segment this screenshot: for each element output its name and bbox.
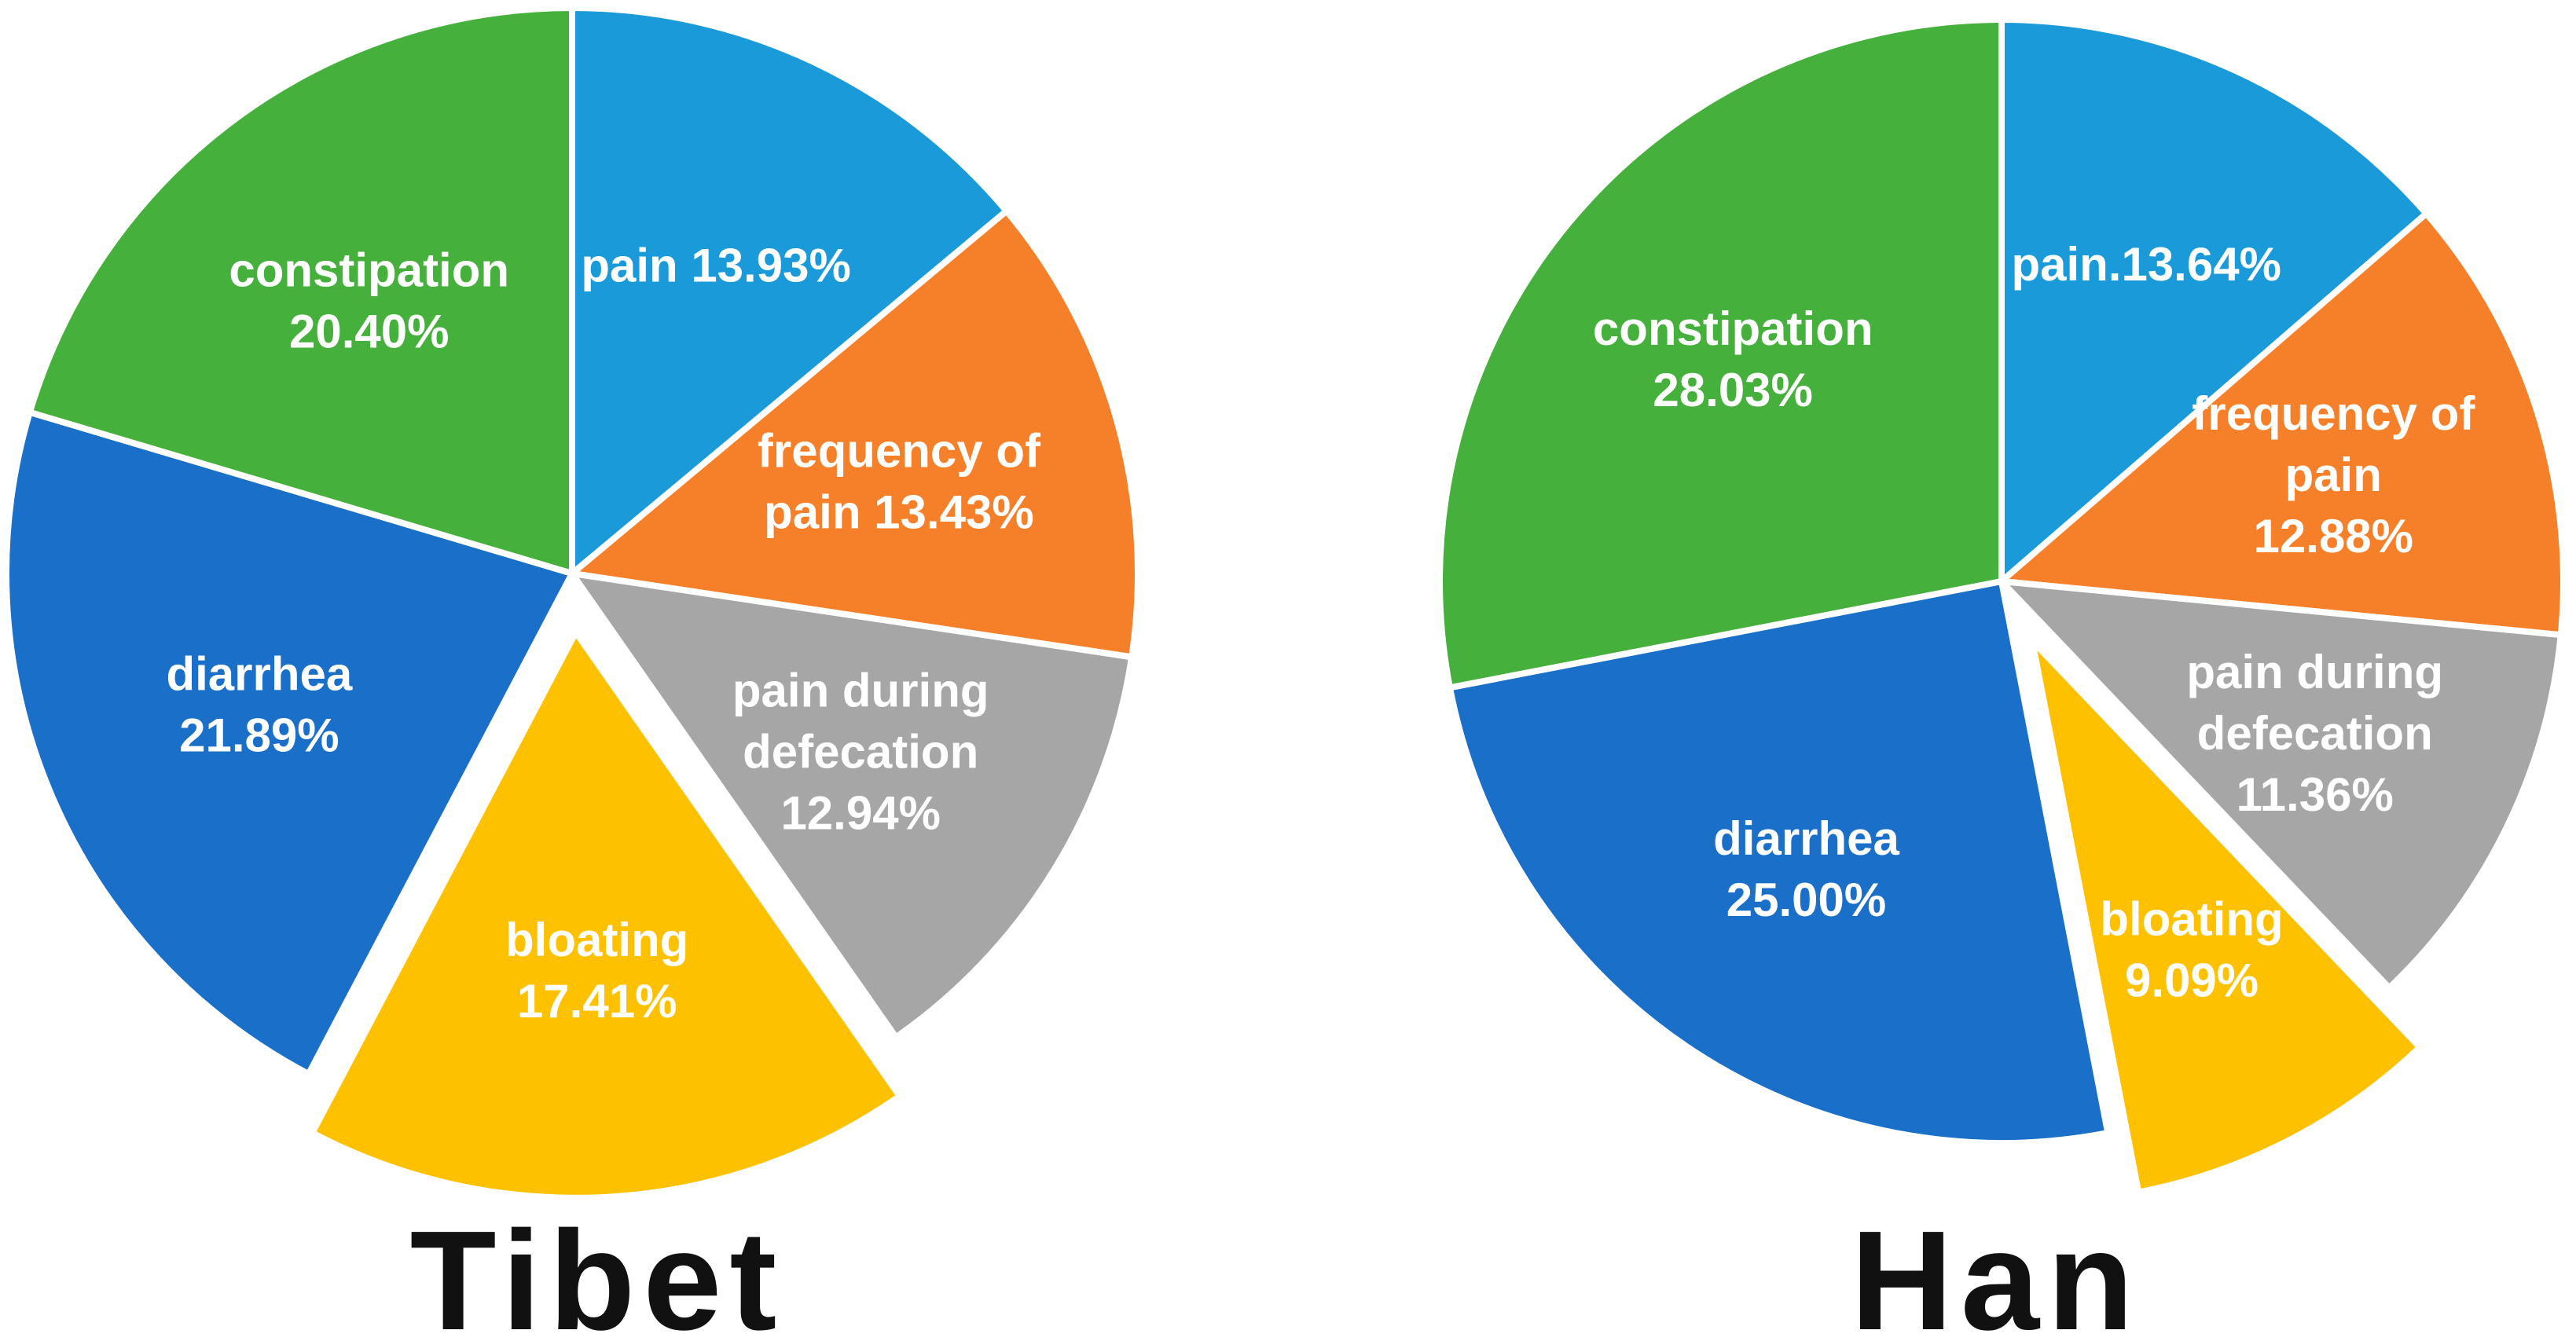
chart-title-han: Han (1851, 1202, 2141, 1337)
slice-label-han-frequency-of: frequency of pain 12.88% (2192, 387, 2475, 562)
pie-slice-tibet-bloating (309, 628, 903, 1201)
slice-label-tibet-frequency-of: frequency of pain 13.43% (758, 424, 1041, 538)
chart-title-tibet: Tibet (410, 1202, 785, 1337)
slice-label-han-pain-during: pain during defecation 11.36% (2186, 646, 2443, 821)
pie-slice-han-frequency-of (1998, 210, 2567, 639)
pie-slice-tibet-pain-13-93 (569, 5, 1010, 577)
slice-label-tibet-pain-during: pain during defecation 12.94% (732, 665, 989, 840)
pie-slice-tibet-diarrhea (3, 409, 575, 1078)
pie-slice-han-constipation (1437, 16, 2005, 691)
pie-chart-han: pain.13.64% frequency of pain 12.88% pain du… (1437, 16, 2567, 1196)
pie-slice-tibet-pain-during (569, 570, 1136, 1041)
pie-slice-tibet-frequency-of (569, 207, 1141, 661)
slice-label-han-bloating: bloating 9.09% (2100, 893, 2283, 1007)
pie-slice-han-pain-during (1998, 578, 2564, 991)
slice-label-han-constipation: constipation 28.03% (1593, 302, 1873, 416)
pie-slice-tibet-constipation (26, 5, 575, 577)
slice-label-tibet-diarrhea: diarrhea 21.89% (166, 648, 352, 762)
pie-chart-tibet: pain 13.93% frequency of pain 13.43% pain d… (3, 5, 1141, 1201)
pie-slice-han-bloating (2028, 637, 2424, 1196)
slice-label-tibet-pain-13-93: pain 13.93% (581, 240, 851, 292)
slice-label-tibet-bloating: bloating 17.41% (505, 914, 688, 1028)
slice-label-tibet-constipation: constipation 20.40% (229, 244, 509, 358)
slice-label-han-pain-13-64: pain.13.64% (2011, 238, 2281, 291)
pie-slice-han-pain-13-64 (1998, 16, 2430, 584)
pie-slice-han-diarrhea (1446, 578, 2112, 1146)
slice-label-han-diarrhea: diarrhea 25.00% (1713, 812, 1899, 926)
